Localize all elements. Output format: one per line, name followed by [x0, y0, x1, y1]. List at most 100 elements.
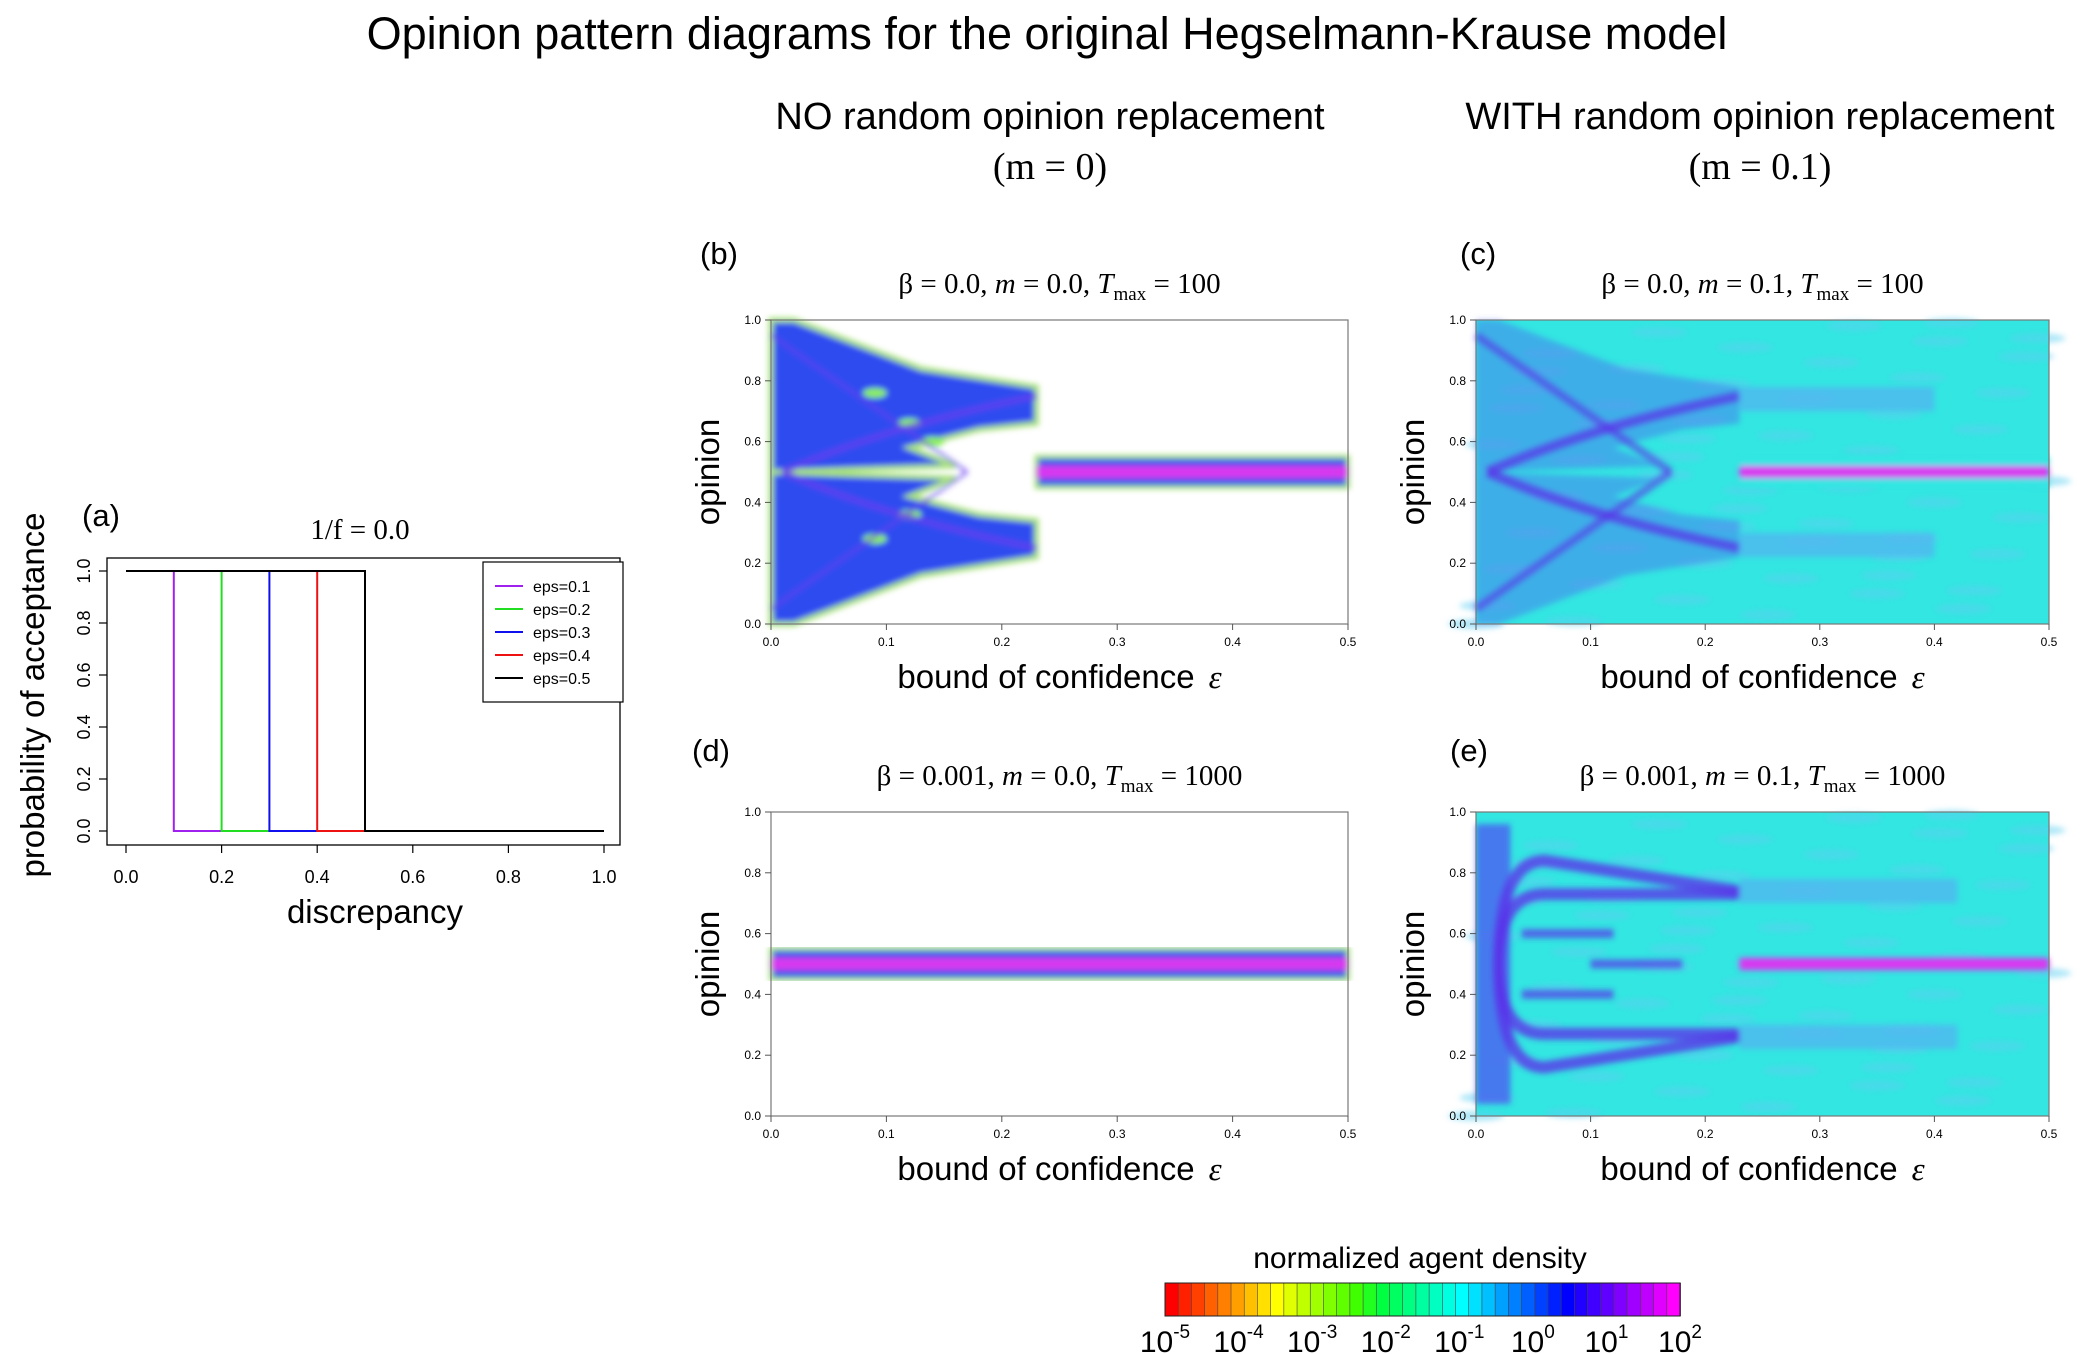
heatmap-b-xlabel: bound of confidence ε: [897, 658, 1222, 696]
plot-frame: [1475, 811, 2050, 1117]
cluster-branch: [781, 393, 1038, 475]
y-tick-label: 0.6: [744, 435, 761, 449]
noise-patch: [1608, 855, 1665, 866]
y-tick-label: 0.8: [744, 866, 761, 880]
consensus-band-core: [771, 957, 1348, 971]
x-tick-label: 0.1: [1582, 1127, 1599, 1141]
column-heading-sub: (m = 0): [992, 146, 1108, 188]
y-tick-label: 0.8: [744, 374, 761, 388]
noise-patch: [1849, 1080, 1906, 1091]
density-blobs: [1473, 320, 2049, 624]
panel-label-e: (e): [1450, 733, 1488, 768]
noise-patch: [1654, 594, 1711, 605]
noise-patch: [1912, 828, 1969, 839]
noise-patch: [1631, 819, 1688, 830]
panel-label-d: (d): [692, 733, 730, 768]
colorbar-segment: [1560, 1282, 1576, 1317]
colorbar-segment: [1323, 1282, 1338, 1317]
heatmap-c-title: β = 0.0, m = 0.1, Tmax = 100: [1601, 268, 1924, 305]
noise-patch: [1946, 1077, 2003, 1088]
density-blobs: [768, 317, 1351, 627]
y-tick-label: 0.8: [1449, 374, 1466, 388]
y-tick-label: 0.8: [1449, 866, 1466, 880]
y-tick-label: 1.0: [1449, 805, 1466, 819]
x-tick-label: 0.1: [878, 1127, 895, 1141]
column-heading-text: WITH random opinion replacement: [1465, 96, 2055, 138]
figure-title: Opinion pattern diagrams for the origina…: [366, 8, 1728, 59]
noise-patch: [1969, 1041, 2026, 1052]
colorbar-segment: [1587, 1282, 1602, 1317]
colorbar-segment: [1494, 1282, 1510, 1317]
x-tick-label: 0.0: [763, 635, 780, 649]
noise-patch: [1568, 1071, 1625, 1082]
side-cluster: [1739, 532, 1935, 558]
heatmap-c-xlabel: bound of confidence ε: [1600, 658, 1925, 696]
heatmap-d-axes: 0.0 0.1 0.2 0.3 0.4 0.5 0.0 0.2 0.4 0.6 0.8 1.0: [744, 805, 1356, 1141]
fragmented-region-lower: [768, 469, 1039, 627]
colorbar-segment: [1468, 1282, 1483, 1317]
x-tick-label: 0.0: [763, 1127, 780, 1141]
x-tick-label: 0.3: [1109, 1127, 1126, 1141]
noise-patch: [1797, 518, 1854, 529]
x-tick-label: 0.5: [1340, 1127, 1357, 1141]
y-tick-label: 0.2: [1449, 556, 1466, 570]
density-blobs: [1476, 824, 2049, 1104]
noise-patch: [1671, 907, 1728, 918]
colorbar-tick-label: 102: [1658, 1322, 1702, 1354]
noise-patch: [1998, 351, 2055, 362]
colorbar-segment: [1270, 1282, 1285, 1317]
noise-patch: [1826, 813, 1883, 824]
colorbar-segment: [1640, 1282, 1655, 1317]
y-tick-label: 0.0: [74, 818, 94, 843]
noise-patch: [1803, 849, 1860, 860]
inner-cluster: [1521, 929, 1683, 999]
y-tick-label: 1.0: [744, 313, 761, 327]
colorbar-segment: [1257, 1282, 1272, 1317]
legend-label: eps=0.2: [533, 602, 590, 619]
cluster-branch: [1485, 467, 1741, 553]
colorbar-segment: [1415, 1282, 1431, 1317]
colorbar-segment: [1177, 1282, 1193, 1317]
colorbar-segment: [1653, 1282, 1668, 1317]
colorbar-segment: [1402, 1282, 1417, 1317]
y-tick-label: 0.0: [1449, 1109, 1466, 1123]
noise-patch: [1763, 1065, 1820, 1076]
noise-patch: [1797, 1010, 1854, 1021]
noise-patch: [1740, 1101, 1797, 1112]
noise-patch: [1843, 937, 1900, 948]
noise-patch: [1723, 485, 1780, 496]
legend-label: eps=0.1: [533, 579, 590, 596]
heatmap-e-xlabel: bound of confidence ε: [1600, 1150, 1925, 1188]
colorbar-segment: [1217, 1282, 1232, 1317]
x-tick-label: 0.4: [1224, 1127, 1241, 1141]
y-tick-label: 0.4: [74, 714, 94, 739]
column-heading-no-replacement: NO random opinion replacement (m = 0): [720, 92, 1380, 192]
noise-patch: [1969, 549, 2026, 560]
noise-patch: [1820, 974, 1877, 985]
colorbar-segment: [1389, 1282, 1404, 1317]
consensus-band-core: [1739, 465, 2049, 479]
legend-label: eps=0.5: [533, 671, 590, 688]
noise-patch: [1992, 512, 2049, 523]
noise-patch: [1889, 864, 1946, 875]
column-heading-with-replacement: WITH random opinion replacement (m = 0.1…: [1420, 92, 2094, 192]
y-tick-label: 1.0: [74, 558, 94, 583]
x-tick-label: 0.3: [1811, 1127, 1828, 1141]
noise-patch: [1906, 497, 1963, 508]
cluster-branch: [769, 470, 969, 611]
y-tick-label: 0.2: [744, 556, 761, 570]
noise-patch: [1660, 433, 1717, 444]
cluster-branch: [1485, 391, 1741, 477]
y-tick-label: 0.0: [1449, 617, 1466, 631]
x-tick-label: 1.0: [591, 867, 616, 887]
heatmap-d-xlabel: bound of confidence ε: [897, 1150, 1222, 1188]
noise-patch: [1677, 1050, 1734, 1061]
colorbar-tick-label: 10-4: [1213, 1322, 1264, 1354]
noise-patch: [1912, 336, 1969, 347]
colorbar-segment: [1296, 1282, 1312, 1317]
noise-patch: [1975, 387, 2032, 398]
colorbar-segment: [1666, 1282, 1681, 1317]
noise-patch: [1723, 977, 1780, 988]
cluster-branch: [1492, 888, 1740, 965]
